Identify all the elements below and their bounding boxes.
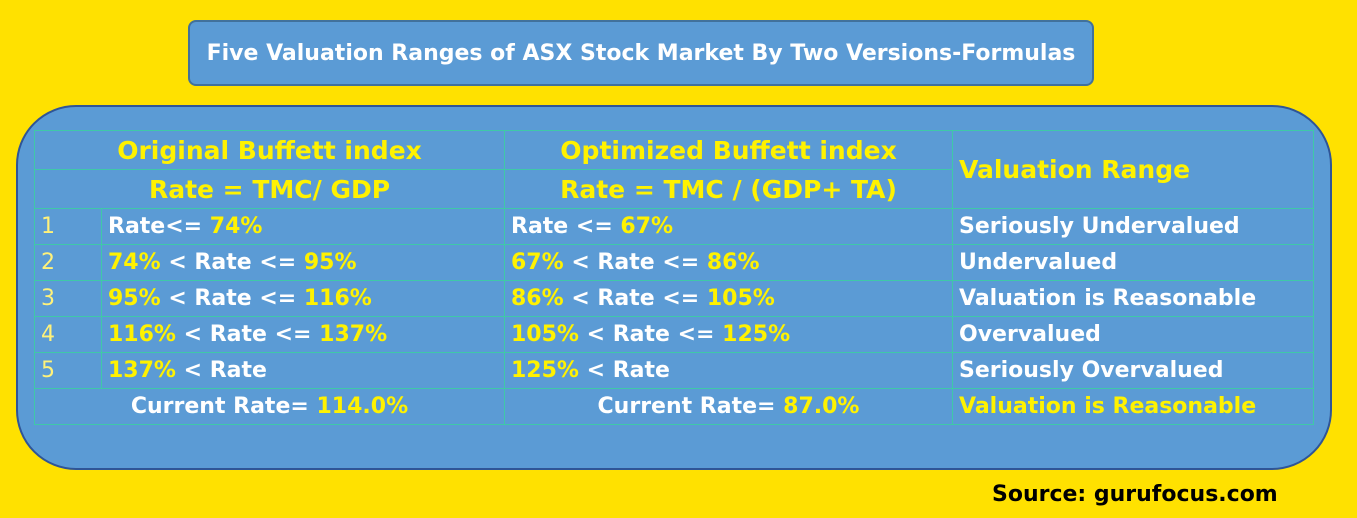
text-piece: 67% <box>620 214 674 239</box>
valuation-cell: Seriously Overvalued <box>952 352 1314 389</box>
valuation-cell: Overvalued <box>952 316 1314 353</box>
text-piece: < Rate <= <box>168 250 297 275</box>
header-cell: Rate = TMC / (GDP+ TA) <box>504 169 953 209</box>
data-row: 3 95% < Rate <= 116% 86% < Rate <= 105% Val… <box>34 280 1314 317</box>
text-piece: 105% <box>511 322 579 347</box>
text-piece: < Rate <= <box>183 322 312 347</box>
header-cell: Rate = TMC/ GDP <box>34 169 505 209</box>
text-piece: 114.0% <box>316 394 409 419</box>
header-row: Original Buffett index Optimized Buffett… <box>34 130 1314 209</box>
optimized-cell: 86% < Rate <= 105% <box>504 280 953 317</box>
text-piece: 87.0% <box>783 394 860 419</box>
text-piece: 86% <box>511 286 564 311</box>
original-cell: 74% < Rate <= 95% <box>101 244 505 281</box>
data-row: 2 74% < Rate <= 95% 67% < Rate <= 86% Under… <box>34 244 1314 281</box>
text-piece: 67% <box>511 250 564 275</box>
text-piece: < Rate <= <box>586 322 715 347</box>
current-original: Current Rate= 114.0% <box>34 388 505 425</box>
text-piece: 125% <box>511 358 579 383</box>
original-cell: Rate<= 74% <box>101 208 505 245</box>
index-cell: 5 <box>34 352 102 389</box>
current-row: Current Rate= 114.0% Current Rate= 87.0% V… <box>34 388 1314 425</box>
data-row: 5 137% < Rate 125% < Rate Seriously Overval… <box>34 352 1314 389</box>
text-piece: < Rate <box>183 358 267 383</box>
text-piece: 74% <box>108 250 161 275</box>
text-piece: 95% <box>303 250 357 275</box>
optimized-cell: Rate <= 67% <box>504 208 953 245</box>
text-piece: 105% <box>706 286 775 311</box>
text-piece: 125% <box>722 322 791 347</box>
valuation-cell: Valuation is Reasonable <box>952 280 1314 317</box>
data-row: 4 116% < Rate <= 137% 105% < Rate <= 125% O… <box>34 316 1314 353</box>
optimized-cell: 105% < Rate <= 125% <box>504 316 953 353</box>
optimized-cell: 67% < Rate <= 86% <box>504 244 953 281</box>
original-cell: 95% < Rate <= 116% <box>101 280 505 317</box>
text-piece: < Rate <box>586 358 670 383</box>
index-cell: 4 <box>34 316 102 353</box>
text-piece: < Rate <= <box>571 250 700 275</box>
header-cell: Original Buffett index <box>34 130 505 170</box>
text-piece: 137% <box>108 358 176 383</box>
text-piece: 116% <box>303 286 372 311</box>
optimized-cell: 125% < Rate <box>504 352 953 389</box>
text-piece: 137% <box>319 322 388 347</box>
valuation-table: Original Buffett index Optimized Buffett… <box>34 130 1314 425</box>
text-piece: 116% <box>108 322 176 347</box>
index-cell: 1 <box>34 208 102 245</box>
text-piece: 74% <box>209 214 263 239</box>
header-cell: Valuation Range <box>952 130 1314 209</box>
text-piece: 95% <box>108 286 161 311</box>
text-piece: Rate <= <box>511 214 613 239</box>
text-piece: < Rate <= <box>168 286 297 311</box>
text-piece: Rate<= <box>108 214 203 239</box>
valuation-cell: Seriously Undervalued <box>952 208 1314 245</box>
text-piece: 86% <box>706 250 760 275</box>
original-cell: 137% < Rate <box>101 352 505 389</box>
title: Five Valuation Ranges of ASX Stock Marke… <box>188 20 1094 86</box>
text-piece: Current Rate= <box>130 394 309 419</box>
index-cell: 3 <box>34 280 102 317</box>
source: Source: gurufocus.com <box>992 482 1278 507</box>
index-cell: 2 <box>34 244 102 281</box>
text-piece: < Rate <= <box>571 286 700 311</box>
current-valuation: Valuation is Reasonable <box>952 388 1314 425</box>
valuation-cell: Undervalued <box>952 244 1314 281</box>
original-cell: 116% < Rate <= 137% <box>101 316 505 353</box>
text-piece: Current Rate= <box>597 394 776 419</box>
data-row: 1 Rate<= 74% Rate <= 67% Seriously Underval… <box>34 208 1314 245</box>
header-cell: Optimized Buffett index <box>504 130 953 170</box>
current-optimized: Current Rate= 87.0% <box>504 388 953 425</box>
